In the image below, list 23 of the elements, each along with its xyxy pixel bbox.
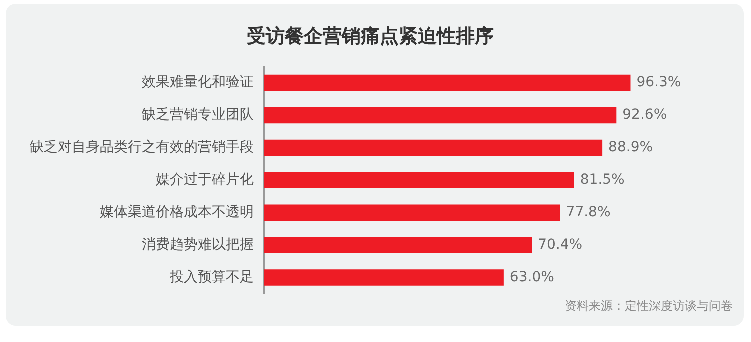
bar <box>264 237 532 254</box>
y-tick-label: 媒体渠道价格成本不透明 <box>100 204 254 220</box>
y-tick-label: 效果难量化和验证 <box>142 74 254 91</box>
y-tick-label: 消费趋势难以把握 <box>142 236 254 253</box>
text: 资料来源：定性深度访谈与问卷 <box>565 298 733 315</box>
bar <box>264 204 560 221</box>
chart-title: 受访餐企营销痛点紧迫性排序 <box>247 25 494 48</box>
y-tick-label: 缺乏营销专业团队 <box>142 107 254 124</box>
bar <box>264 140 603 156</box>
data-label: 70.4% <box>538 236 583 253</box>
data-label: 96.3% <box>636 74 682 91</box>
data-label: 77.8% <box>566 204 611 220</box>
data-label: 81.5% <box>580 172 625 188</box>
bar <box>264 270 504 286</box>
bar <box>264 172 574 189</box>
y-tick-label: 媒介过于碎片化 <box>156 172 254 188</box>
y-tick-label: 投入预算不足 <box>169 269 254 286</box>
bar <box>264 107 617 124</box>
data-label: 92.6% <box>622 107 668 124</box>
bar <box>264 74 631 92</box>
data-label: 63.0% <box>510 269 554 286</box>
data-label: 88.9% <box>608 140 654 156</box>
y-tick-label: 缺乏对自身品类行之有效的营销手段 <box>30 140 254 156</box>
